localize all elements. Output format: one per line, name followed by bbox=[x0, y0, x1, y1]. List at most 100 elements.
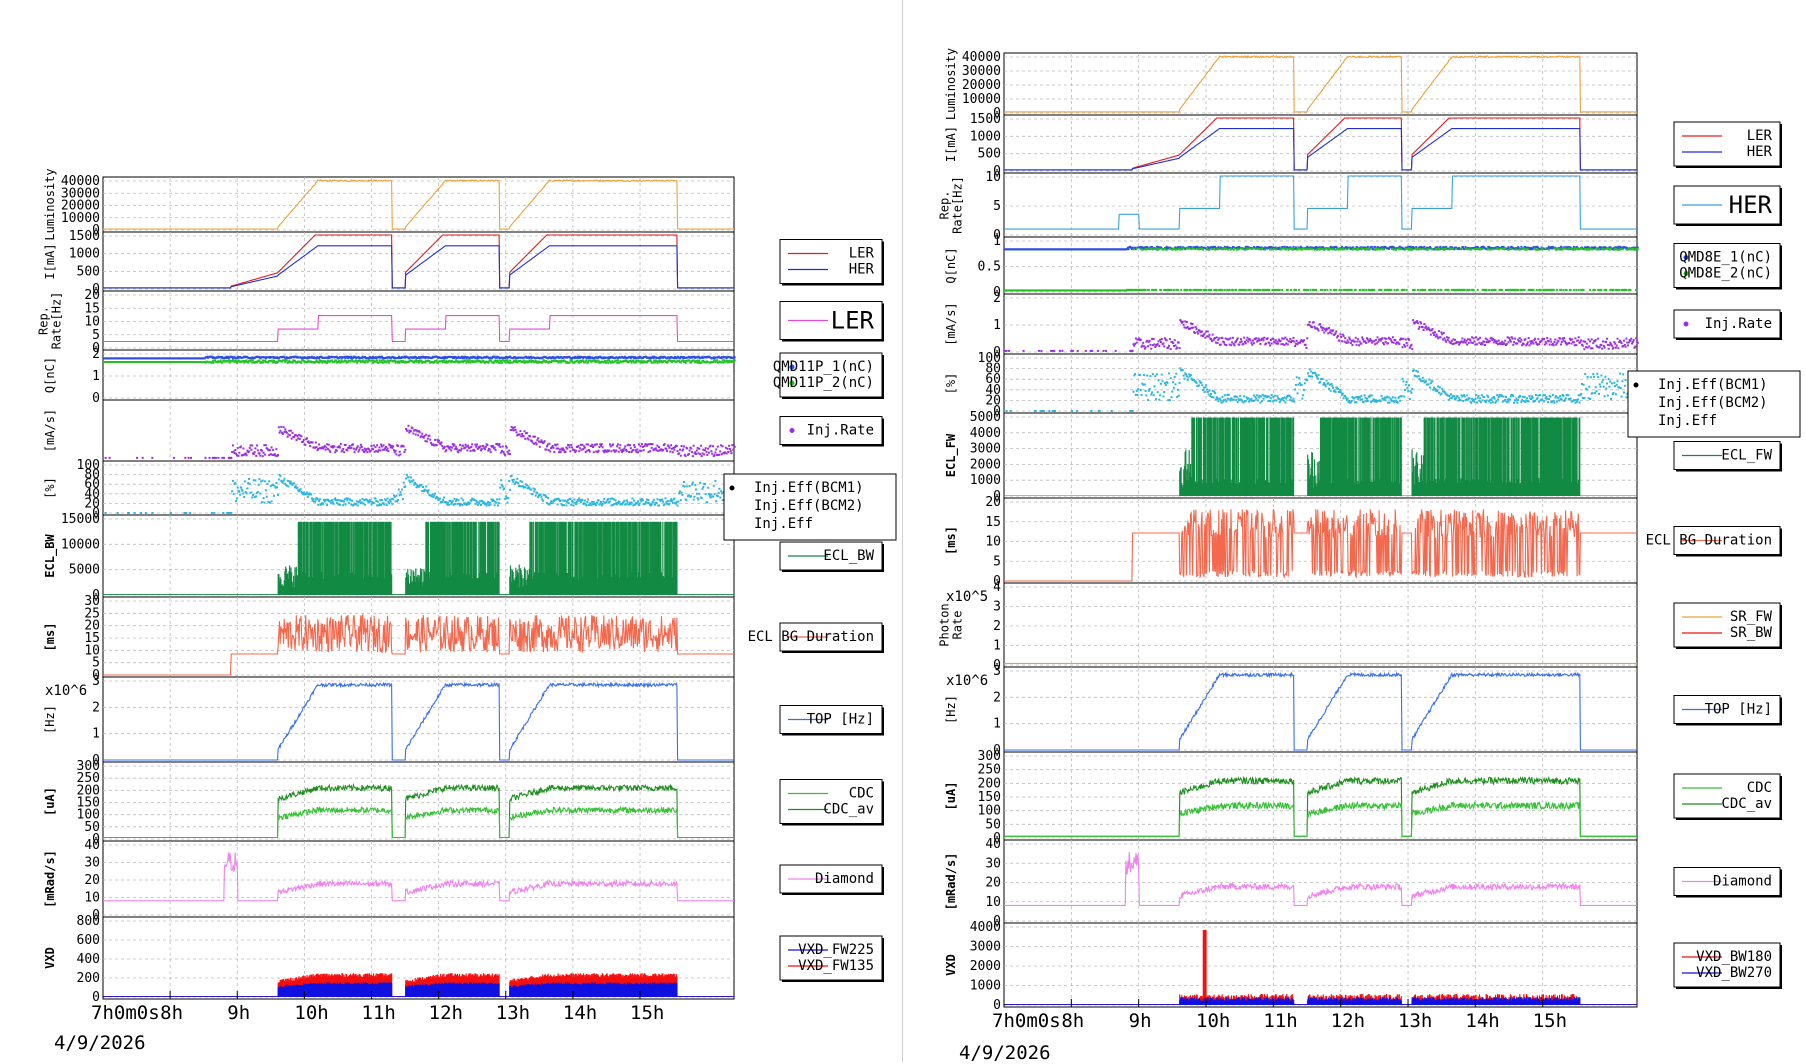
injeff-point bbox=[500, 479, 502, 481]
charge2-point bbox=[286, 359, 288, 361]
injeff-point bbox=[505, 495, 507, 497]
injrate-point bbox=[423, 437, 425, 439]
legend-entry: QMD11P_2(nC) bbox=[773, 375, 874, 391]
injeff-point bbox=[714, 493, 716, 495]
injrate-point bbox=[715, 448, 717, 450]
injrate-point bbox=[204, 457, 206, 459]
injrate-point bbox=[345, 444, 347, 446]
injeff-point bbox=[452, 500, 454, 502]
injrate-point bbox=[569, 446, 571, 448]
injrate-point bbox=[245, 452, 247, 454]
injeff-point bbox=[606, 501, 608, 503]
injrate-point bbox=[519, 430, 521, 432]
injeff-point bbox=[489, 502, 491, 504]
injrate-point bbox=[712, 445, 714, 447]
y-axis-label: Rep. bbox=[37, 306, 51, 335]
injeff-point bbox=[222, 512, 224, 514]
injeff-point bbox=[516, 478, 518, 480]
injrate-point bbox=[504, 454, 506, 456]
injeff-point bbox=[213, 512, 215, 514]
injrate-point bbox=[708, 452, 710, 454]
y-tick-label: 600 bbox=[77, 933, 100, 948]
charge2-point bbox=[443, 359, 445, 361]
injrate-point bbox=[184, 457, 186, 459]
injeff-point bbox=[540, 496, 542, 498]
legend-entry: ECL_BW bbox=[823, 548, 874, 564]
injrate-point bbox=[619, 444, 621, 446]
injeff-point bbox=[231, 490, 233, 492]
injrate-point bbox=[514, 426, 516, 428]
injeff-point bbox=[277, 494, 279, 496]
injeff-point bbox=[573, 505, 575, 507]
injeff-point bbox=[290, 481, 292, 483]
injrate-point bbox=[395, 450, 397, 452]
injeff-point bbox=[598, 499, 600, 501]
injrate-point bbox=[290, 430, 292, 432]
injrate-point bbox=[489, 449, 491, 451]
injrate-point bbox=[425, 434, 427, 436]
injrate-point bbox=[490, 451, 492, 453]
injeff-point bbox=[563, 504, 565, 506]
injeff-point bbox=[246, 492, 248, 494]
injrate-point bbox=[264, 454, 266, 456]
injeff-point bbox=[271, 500, 273, 502]
charge2-point bbox=[635, 361, 637, 363]
injrate-point bbox=[395, 453, 397, 455]
charge2-point bbox=[364, 362, 366, 364]
injrate-point bbox=[109, 457, 111, 459]
injrate-point bbox=[470, 450, 472, 452]
injeff-point bbox=[704, 483, 706, 485]
injrate-point bbox=[494, 447, 496, 449]
charge2-point bbox=[734, 360, 736, 362]
injeff-point bbox=[656, 498, 658, 500]
injrate-point bbox=[570, 444, 572, 446]
injrate-point bbox=[562, 447, 564, 449]
y-axis-label: Rate[Hz] bbox=[50, 292, 64, 350]
injeff-point bbox=[134, 512, 136, 514]
injrate-point bbox=[232, 444, 234, 446]
charge2-point bbox=[716, 359, 718, 361]
injrate-point bbox=[707, 448, 709, 450]
injeff-point bbox=[496, 498, 498, 500]
injeff-point bbox=[105, 512, 107, 514]
injrate-point bbox=[502, 445, 504, 447]
y-tick-label: 1500 bbox=[69, 229, 100, 244]
injeff-point bbox=[322, 503, 324, 505]
injrate-point bbox=[548, 443, 550, 445]
injeff-point bbox=[386, 504, 388, 506]
y-tick-label: 10000 bbox=[61, 537, 100, 552]
injeff-point bbox=[693, 499, 695, 501]
legend-entry: Inj.Rate bbox=[807, 423, 874, 439]
injeff-point bbox=[312, 498, 314, 500]
legend-entry: CDC_av bbox=[823, 802, 874, 818]
injeff-point bbox=[306, 491, 308, 493]
injrate-point bbox=[569, 450, 571, 452]
injrate-point bbox=[636, 448, 638, 450]
injeff-point bbox=[339, 504, 341, 506]
injrate-point bbox=[346, 449, 348, 451]
injeff-point bbox=[385, 499, 387, 501]
injrate-point bbox=[676, 445, 678, 447]
injeff-point bbox=[702, 488, 704, 490]
injrate-point bbox=[261, 450, 263, 452]
injrate-point bbox=[427, 438, 429, 440]
injrate-point bbox=[681, 445, 683, 447]
injrate-point bbox=[643, 449, 645, 451]
injrate-point bbox=[238, 455, 240, 457]
plot-frame bbox=[103, 177, 734, 232]
injrate-point bbox=[677, 450, 679, 452]
injeff-point bbox=[374, 497, 376, 499]
charge2-point bbox=[501, 362, 503, 364]
injeff-point bbox=[693, 496, 695, 498]
injrate-point bbox=[705, 447, 707, 449]
injeff-point bbox=[398, 489, 400, 491]
injeff-point bbox=[439, 498, 441, 500]
injrate-point bbox=[440, 443, 442, 445]
injeff-point bbox=[334, 497, 336, 499]
injeff-point bbox=[511, 475, 513, 477]
injeff-point bbox=[673, 498, 675, 500]
injrate-point bbox=[682, 449, 684, 451]
injeff-point bbox=[569, 498, 571, 500]
injeff-point bbox=[710, 493, 712, 495]
